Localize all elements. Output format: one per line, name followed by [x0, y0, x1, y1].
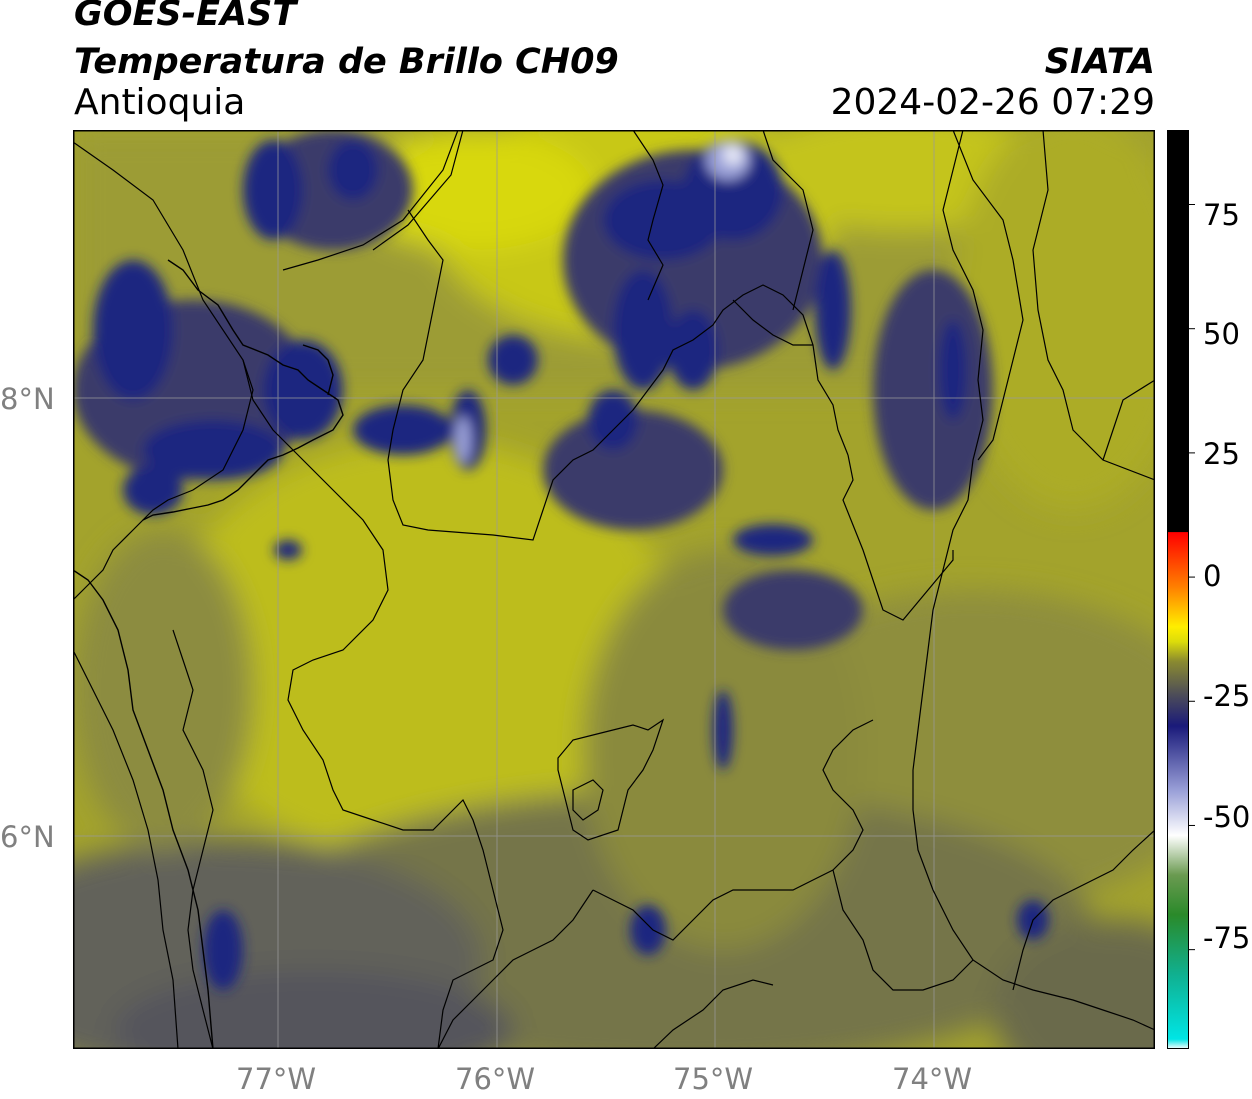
colorbar-label-25: 25 [1203, 437, 1240, 471]
title-timestamp: 2024-02-26 07:29 [830, 82, 1155, 123]
lat-label-8n: 8°N [0, 382, 55, 416]
colorbar-label-75: 75 [1203, 198, 1240, 232]
title-organization: SIATA [1044, 42, 1155, 82]
colorbar-frame [1167, 130, 1189, 1049]
lat-label-6n: 6°N [0, 820, 55, 854]
lon-label-75w: 75°W [673, 1062, 754, 1096]
title-region: Antioquia [74, 82, 246, 123]
colorbar-label-neg50: -50 [1203, 800, 1251, 834]
map-frame [73, 130, 1155, 1049]
cloud-tops [73, 130, 1049, 990]
colorbar-gradient [1167, 130, 1189, 1049]
colorbar [1167, 130, 1195, 1049]
colorbar-label-neg75: -75 [1203, 921, 1251, 955]
lon-label-77w: 77°W [236, 1062, 317, 1096]
colorbar-ticks [1189, 204, 1195, 951]
colorbar-label-50: 50 [1203, 317, 1240, 351]
colorbar-label-0: 0 [1203, 559, 1222, 593]
colorbar-label-neg25: -25 [1203, 679, 1251, 713]
brightness-temperature-map [73, 130, 1155, 1049]
lon-label-76w: 76°W [455, 1062, 536, 1096]
admin-boundaries [73, 130, 1155, 1049]
coastline [73, 259, 344, 1049]
lon-label-74w: 74°W [892, 1062, 973, 1096]
title-product: Temperatura de Brillo CH09 [74, 42, 619, 82]
graticule [73, 130, 1155, 1049]
title-satellite: GOES-EAST [74, 0, 297, 34]
